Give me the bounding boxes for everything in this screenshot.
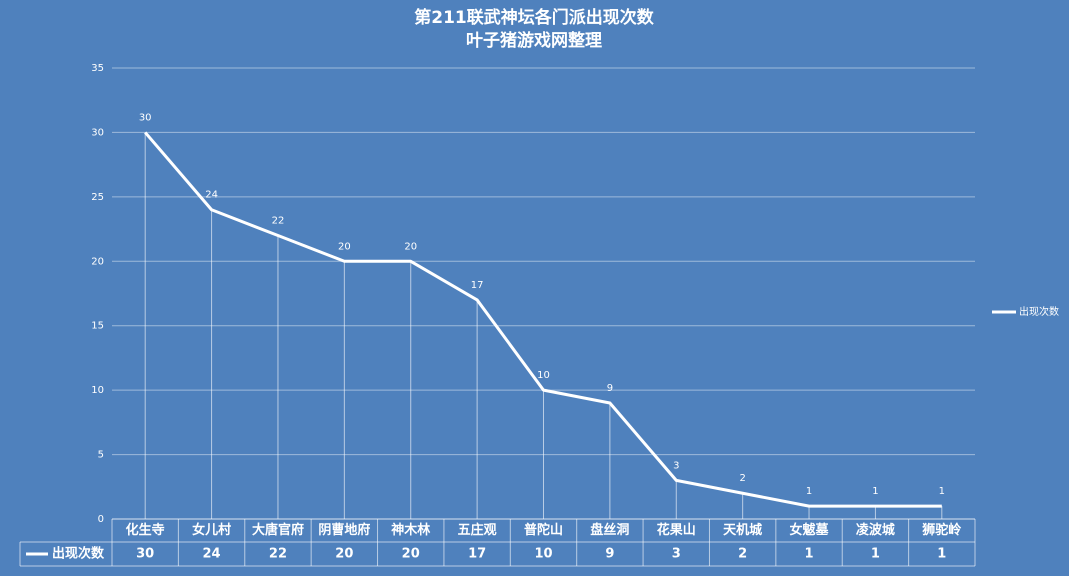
x-tick-label: 女魃墓 (790, 522, 830, 538)
data-label: 17 (471, 280, 484, 291)
data-label: 1 (872, 486, 878, 497)
x-tick-label: 狮驼岭 (921, 522, 961, 538)
table-value: 9 (605, 547, 614, 562)
y-tick-label: 0 (98, 514, 104, 525)
table-value: 1 (937, 547, 946, 562)
y-tick-label: 30 (91, 127, 104, 138)
table-value: 20 (335, 547, 353, 562)
table-legend-label: 出现次数 (52, 546, 105, 562)
data-label: 1 (939, 486, 945, 497)
x-tick-label: 凌波城 (856, 522, 895, 538)
x-tick-label: 普陀山 (524, 522, 563, 538)
data-label: 3 (673, 460, 679, 471)
x-tick-label: 阴曹地府 (318, 522, 370, 538)
table-value: 20 (402, 547, 420, 562)
x-tick-label: 大唐官府 (252, 522, 304, 538)
y-tick-label: 25 (91, 192, 104, 203)
table-value: 30 (136, 547, 154, 562)
data-label: 20 (338, 241, 351, 252)
table-value: 1 (871, 547, 880, 562)
chart-subtitle: 叶子猪游戏网整理 (466, 30, 602, 51)
legend-label: 出现次数 (1019, 305, 1059, 318)
table-value: 17 (468, 547, 486, 562)
x-tick-label: 化生寺 (126, 522, 165, 538)
y-tick-label: 5 (98, 450, 104, 461)
table-value: 24 (203, 547, 221, 562)
x-tick-label: 盘丝洞 (590, 522, 629, 538)
table-value: 2 (738, 547, 747, 562)
x-tick-label: 花果山 (657, 522, 696, 538)
data-label: 22 (272, 216, 285, 227)
data-label: 20 (404, 241, 417, 252)
y-tick-label: 20 (91, 256, 104, 267)
data-label: 30 (139, 112, 152, 123)
table-value: 10 (534, 547, 552, 562)
x-tick-label: 天机城 (723, 522, 762, 538)
y-tick-label: 15 (91, 321, 104, 332)
table-value: 22 (269, 547, 287, 562)
table-value: 1 (805, 547, 814, 562)
data-label: 24 (205, 190, 218, 201)
table-value: 3 (672, 547, 681, 562)
data-label: 1 (806, 486, 812, 497)
chart-title: 第211联武神坛各门派出现次数 (414, 7, 654, 28)
x-tick-label: 女儿村 (192, 522, 231, 538)
data-label: 10 (537, 370, 550, 381)
y-tick-label: 35 (91, 63, 104, 74)
series-line (144, 131, 942, 508)
data-label: 2 (739, 473, 745, 484)
y-tick-label: 10 (91, 385, 104, 396)
x-tick-label: 神木林 (391, 522, 430, 538)
x-tick-label: 五庄观 (458, 522, 497, 538)
data-label: 9 (607, 383, 613, 394)
